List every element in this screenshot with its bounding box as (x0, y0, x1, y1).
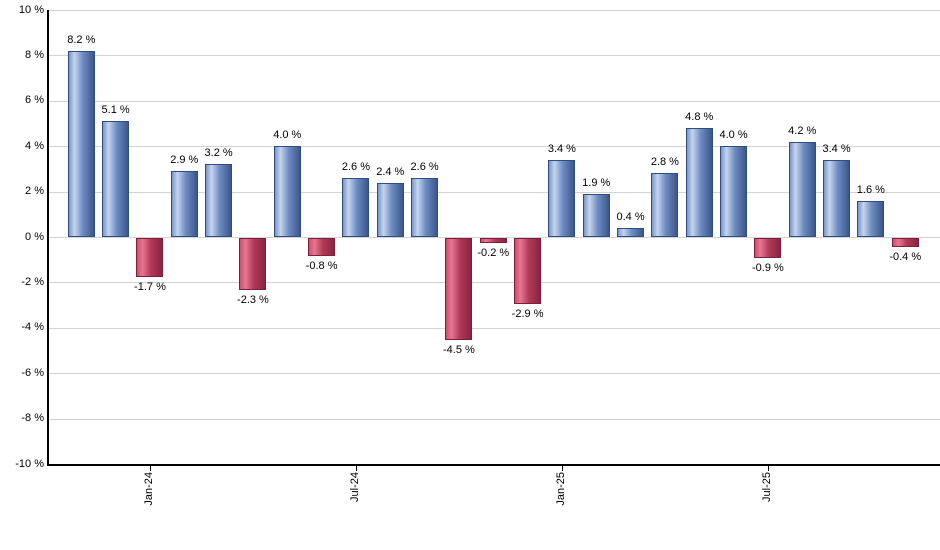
negative-bar (308, 238, 336, 257)
negative-bar (479, 238, 507, 243)
positive-bar (823, 159, 851, 237)
bar-value-label: 4.2 % (788, 124, 817, 137)
bar-value-label: -0.2 % (477, 246, 510, 259)
bar-value-label: 3.4 % (822, 142, 851, 155)
bar-value-label: 0.4 % (616, 210, 645, 223)
y-axis-tick-label: 2 % (25, 185, 44, 198)
bar-value-label: -2.3 % (237, 294, 269, 307)
bar-value-label: 4.0 % (719, 129, 748, 142)
y-axis-tick-label: -4 % (21, 321, 44, 334)
bar-value-label: 2.4 % (376, 165, 405, 178)
x-axis-tick-label: Jul-24 (349, 472, 362, 502)
positive-bar (548, 159, 576, 237)
gridline (48, 237, 940, 238)
gridline (48, 327, 940, 329)
gridline (48, 55, 940, 57)
y-axis-tick-label: -8 % (21, 412, 44, 425)
bar-value-label: 2.6 % (410, 160, 439, 173)
bar-value-label: 2.6 % (341, 160, 371, 173)
positive-bar (170, 171, 198, 237)
gridline (48, 10, 940, 11)
x-axis-line (47, 464, 940, 466)
gridline (48, 282, 940, 284)
x-axis-tick (561, 464, 563, 471)
positive-bar (582, 193, 610, 237)
x-axis-tick (767, 464, 769, 471)
positive-bar (857, 200, 885, 237)
x-axis-tick-label: Jan-25 (555, 472, 568, 506)
x-axis-tick-label: Jan-24 (143, 472, 156, 506)
gridline (48, 191, 940, 193)
bar-value-label: -0.9 % (751, 262, 784, 275)
bar-value-label: -0.4 % (889, 251, 922, 264)
bar-value-label: -2.9 % (511, 307, 544, 320)
bar-value-label: -4.5 % (443, 344, 475, 357)
y-axis-tick-label: 0 % (25, 230, 44, 243)
positive-bar (376, 182, 404, 237)
y-axis-tick-label: 8 % (25, 48, 44, 61)
bar-value-label: 4.0 % (273, 129, 302, 142)
positive-bar (685, 128, 713, 237)
positive-bar (205, 164, 233, 237)
positive-bar (720, 146, 748, 237)
bar-value-label: 1.9 % (582, 176, 611, 189)
x-axis-tick-label: Jul-25 (761, 472, 774, 502)
gridline (48, 373, 940, 375)
y-axis-tick-label: -2 % (21, 275, 44, 288)
negative-bar (239, 238, 267, 291)
positive-bar (788, 141, 816, 237)
negative-bar (514, 238, 542, 304)
gridline (48, 418, 940, 420)
y-axis-tick-label: 4 % (25, 139, 44, 152)
y-axis-tick-label: -6 % (21, 366, 44, 379)
x-axis-tick (149, 464, 151, 471)
negative-bar (136, 238, 164, 277)
negative-bar (754, 238, 782, 259)
bar-value-label: 3.4 % (547, 142, 576, 155)
positive-bar (411, 177, 439, 237)
bar-value-label: 1.6 % (856, 183, 885, 196)
bar-value-label: 8.2 % (67, 33, 96, 46)
gridline (48, 146, 940, 148)
y-axis-line (47, 10, 49, 466)
positive-bar (67, 50, 95, 237)
gridline (48, 100, 940, 102)
bar-value-label: 3.2 % (204, 147, 233, 160)
positive-bar (102, 121, 130, 237)
bar-value-label: -1.7 % (134, 280, 166, 293)
bar-value-label: 5.1 % (101, 104, 130, 117)
y-axis-tick-label: 6 % (25, 94, 44, 107)
positive-bar (651, 173, 679, 237)
negative-bar (445, 238, 473, 341)
bar-value-label: 2.9 % (170, 154, 199, 167)
positive-bar (273, 146, 301, 237)
negative-bar (891, 238, 919, 248)
x-axis-tick (355, 464, 357, 471)
positive-bar (617, 227, 645, 237)
bar-value-label: 4.8 % (685, 111, 714, 124)
y-axis-tick-label: -10 % (15, 457, 44, 470)
y-axis-tick-label: 10 % (18, 3, 44, 16)
bar-value-label: 2.8 % (650, 156, 679, 169)
bar-value-label: -0.8 % (305, 260, 338, 273)
positive-bar (342, 177, 370, 237)
